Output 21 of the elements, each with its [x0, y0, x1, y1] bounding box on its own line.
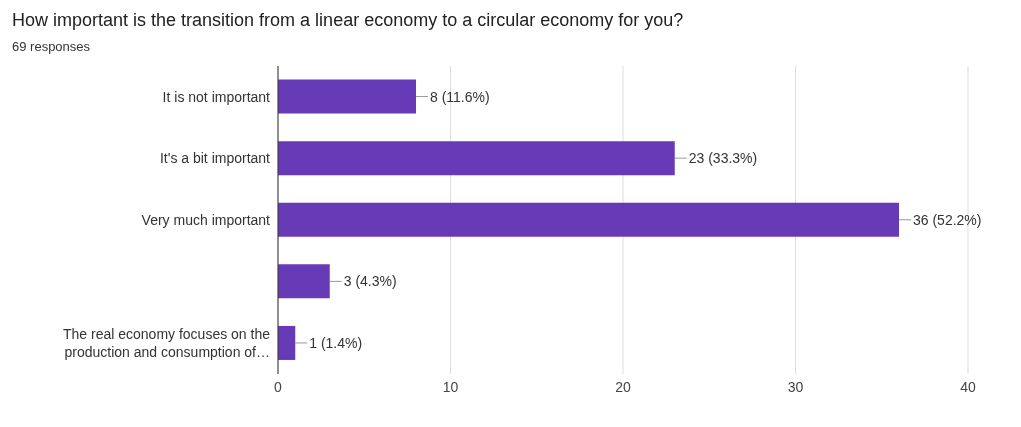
data-label: 8 (11.6%)	[430, 88, 490, 105]
y-tick-label: Very much important	[141, 212, 271, 228]
y-tick-label: The real economy focuses on the production and consumption of…	[62, 326, 271, 361]
data-label: 1 (1.4%)	[309, 334, 363, 351]
text: 69 responses	[11, 39, 92, 54]
bar	[278, 79, 416, 114]
data-label: 36 (52.2%)	[913, 211, 982, 228]
bar	[278, 141, 675, 176]
x-tick-label: 40	[960, 378, 976, 395]
bar	[278, 325, 296, 360]
y-tick-label: It is not important	[162, 88, 271, 105]
y-tick-label: It's a bit important	[159, 150, 271, 167]
data-label: 3 (4.3%)	[343, 273, 397, 290]
data-label: 23 (33.3%)	[688, 150, 758, 167]
chart-title: How important is the transition from a linear economy to a circular economy for you?	[11, 9, 685, 31]
bar	[278, 264, 330, 299]
bar	[278, 202, 899, 237]
x-tick-label: 20	[615, 378, 631, 395]
x-tick-label: 30	[787, 378, 804, 395]
x-tick-label: 0	[274, 378, 283, 395]
x-tick-label: 10	[442, 378, 459, 395]
